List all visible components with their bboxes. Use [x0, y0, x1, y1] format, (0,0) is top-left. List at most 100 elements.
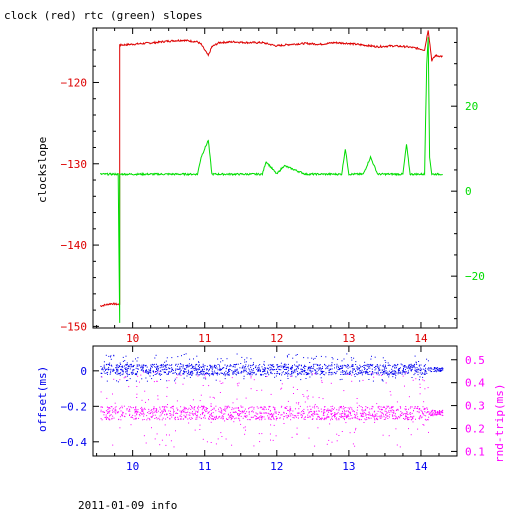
rnd-trip-point: [419, 387, 421, 388]
offset-point: [206, 372, 208, 374]
rnd-trip-point: [164, 424, 166, 426]
offset-point: [436, 367, 438, 369]
rnd-trip-point: [150, 411, 152, 413]
rnd-trip-point: [195, 415, 197, 416]
rnd-trip-point: [184, 407, 186, 409]
rnd-trip-point: [205, 407, 207, 409]
rnd-trip-point: [341, 431, 343, 432]
offset-point: [117, 368, 119, 370]
offset-point: [381, 379, 383, 381]
rnd-trip-point: [328, 411, 330, 413]
offset-point: [266, 367, 268, 369]
rnd-trip-point: [302, 415, 303, 417]
offset-point: [305, 366, 307, 367]
offset-point: [425, 371, 427, 373]
rnd-trip-point: [153, 381, 155, 383]
rnd-trip-point: [238, 414, 240, 416]
rnd-trip-point: [105, 419, 107, 420]
rnd-trip-point: [214, 417, 215, 419]
offset-point: [211, 370, 213, 372]
offset-point: [236, 369, 238, 371]
offset-point: [189, 358, 191, 360]
rnd-trip-point: [337, 411, 339, 413]
offset-point: [421, 372, 423, 374]
offset-point: [246, 373, 248, 375]
rnd-trip-point: [101, 376, 103, 378]
rnd-trip-point: [355, 417, 357, 418]
rnd-trip-point: [367, 414, 369, 415]
offset-point: [107, 371, 109, 373]
offset-point: [168, 373, 169, 375]
rnd-trip-point: [439, 413, 441, 415]
offset-point: [403, 367, 404, 369]
offset-point: [210, 367, 212, 369]
rnd-trip-point: [176, 412, 177, 414]
offset-point: [201, 367, 203, 368]
offset-point: [245, 368, 247, 370]
offset-point: [328, 374, 330, 376]
offset-point: [339, 367, 340, 369]
rnd-trip-point: [109, 414, 111, 416]
rnd-trip-point: [240, 405, 242, 407]
offset-point: [297, 366, 299, 368]
rnd-trip-point: [320, 418, 321, 420]
offset-point: [113, 354, 115, 356]
offset-point: [116, 368, 117, 370]
rnd-trip-point: [121, 407, 123, 409]
offset-point: [418, 379, 420, 381]
rnd-trip-point: [323, 418, 325, 420]
offset-point: [301, 368, 303, 370]
rnd-trip-point: [160, 414, 162, 416]
rnd-trip-point: [344, 419, 345, 421]
rnd-trip-point: [120, 410, 122, 412]
offset-point: [206, 372, 208, 374]
offset-point: [120, 368, 122, 370]
rnd-trip-point: [393, 412, 395, 414]
rnd-trip-point: [136, 386, 138, 387]
offset-point: [340, 368, 342, 370]
rnd-trip-point: [166, 387, 168, 389]
rnd-trip-point: [237, 417, 239, 419]
rnd-trip-point: [159, 444, 161, 446]
offset-point: [189, 371, 191, 373]
rnd-trip-point: [260, 406, 262, 408]
offset-point: [280, 369, 282, 371]
rnd-trip-point: [200, 394, 202, 396]
rnd-trip-point: [129, 409, 131, 411]
offset-point: [125, 364, 127, 366]
offset-point: [410, 366, 412, 368]
offset-point: [140, 366, 142, 368]
offset-point: [198, 368, 200, 370]
rnd-trip-point: [142, 411, 144, 413]
offset-point: [212, 374, 214, 376]
offset-point: [157, 368, 159, 370]
offset-point: [250, 358, 252, 360]
rnd-trip-point: [259, 411, 261, 413]
rnd-trip-point: [267, 417, 269, 419]
offset-point: [109, 362, 111, 364]
rnd-trip-point: [384, 406, 385, 408]
offset-point: [365, 365, 367, 367]
offset-point: [300, 368, 302, 370]
offset-point: [378, 370, 380, 371]
offset-point: [277, 366, 279, 367]
rnd-trip-point: [434, 412, 436, 414]
offset-point: [214, 364, 215, 366]
rnd-trip-point: [269, 410, 271, 412]
offset-point: [270, 371, 272, 373]
offset-point: [325, 356, 327, 358]
rnd-trip-point: [428, 431, 429, 433]
rnd-trip-point: [345, 413, 347, 415]
offset-point: [388, 376, 390, 378]
rnd-trip-point: [143, 419, 145, 420]
rnd-trip-point: [170, 413, 172, 415]
rnd-trip-point: [379, 411, 381, 413]
rnd-trip-point: [227, 406, 229, 408]
offset-point: [294, 370, 296, 372]
rnd-trip-point: [141, 413, 143, 415]
offset-point: [399, 367, 401, 369]
rnd-trip-point: [201, 406, 203, 408]
offset-point: [242, 365, 244, 367]
offset-point: [256, 367, 258, 369]
rnd-trip-point: [177, 413, 179, 414]
